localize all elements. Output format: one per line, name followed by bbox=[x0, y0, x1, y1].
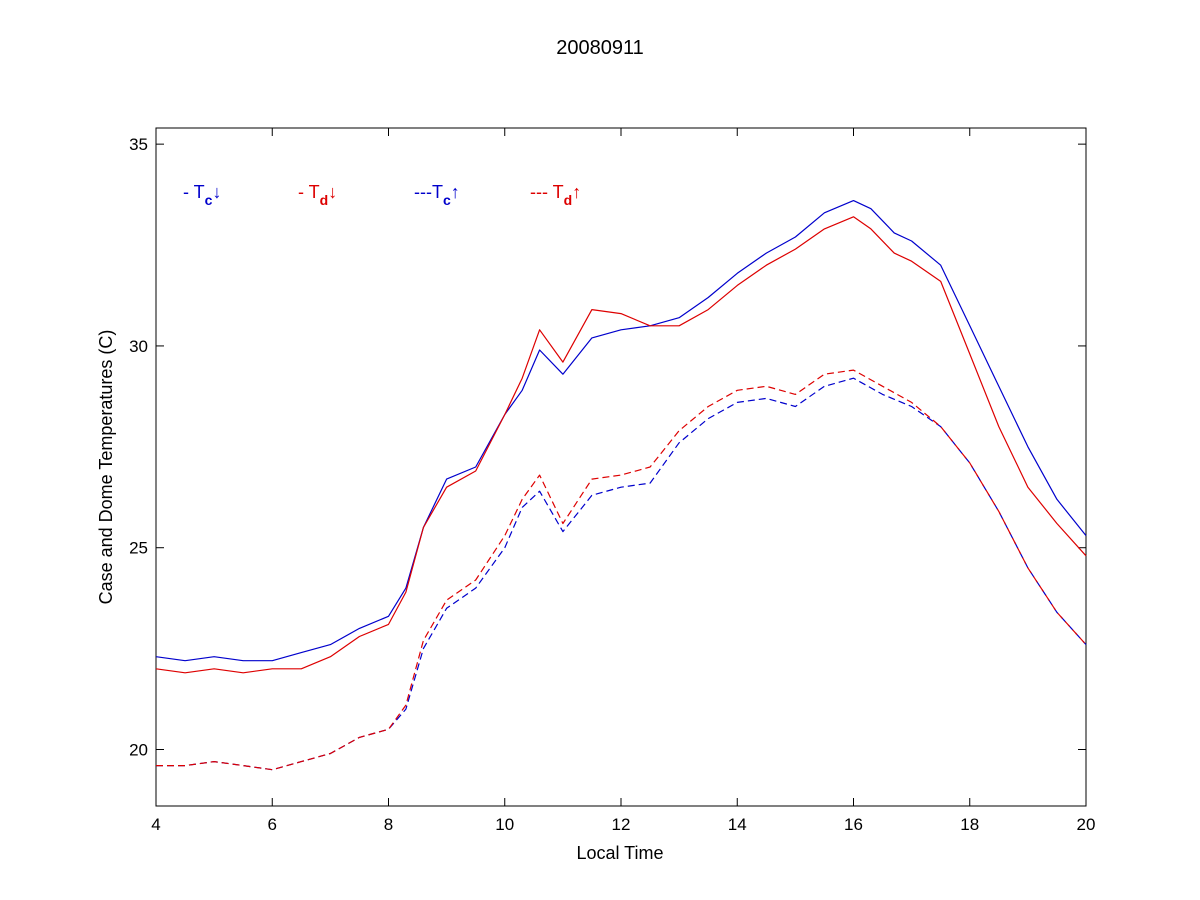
series-line-3 bbox=[156, 369, 1087, 771]
legend-symbol: T bbox=[553, 182, 564, 202]
legend: - Tc↓ - Td↓ ---Tc↑ --- Td↑ bbox=[183, 182, 581, 208]
legend-arrow: ↑ bbox=[572, 182, 581, 202]
legend-entry-3: --- Td↑ bbox=[530, 182, 581, 208]
legend-symbol: T bbox=[309, 182, 320, 202]
series-line-0 bbox=[155, 200, 1087, 662]
x-tick-label: 12 bbox=[612, 815, 631, 834]
legend-symbol: T bbox=[432, 182, 443, 202]
x-tick-label: 16 bbox=[844, 815, 863, 834]
legend-arrow: ↑ bbox=[451, 182, 460, 202]
y-tick-label: 30 bbox=[129, 337, 148, 356]
legend-entry-1: - Td↓ bbox=[298, 182, 337, 208]
x-axis: 4 6 8 10 12 14 16 18 20 bbox=[151, 128, 1095, 834]
chart-title: 20080911 bbox=[556, 37, 644, 59]
x-tick-label: 8 bbox=[384, 815, 393, 834]
legend-subscript: d bbox=[564, 192, 573, 208]
x-tick-label: 14 bbox=[728, 815, 747, 834]
series-line-1 bbox=[155, 216, 1087, 674]
plot-area bbox=[155, 127, 1087, 807]
x-tick-label: 6 bbox=[268, 815, 277, 834]
y-tick-label: 20 bbox=[129, 741, 148, 760]
y-tick-label: 25 bbox=[129, 539, 148, 558]
legend-arrow: ↓ bbox=[328, 182, 337, 202]
legend-prefix: --- bbox=[530, 182, 553, 202]
legend-prefix: - bbox=[298, 182, 309, 202]
legend-prefix: - bbox=[183, 182, 194, 202]
legend-subscript: d bbox=[320, 192, 329, 208]
legend-subscript: c bbox=[205, 192, 213, 208]
x-tick-label: 4 bbox=[151, 815, 160, 834]
x-tick-label: 18 bbox=[960, 815, 979, 834]
y-tick-label: 35 bbox=[129, 135, 148, 154]
x-axis-label: Local Time bbox=[576, 843, 663, 863]
legend-prefix: --- bbox=[414, 182, 432, 202]
y-axis-label: Case and Dome Temperatures (C) bbox=[96, 330, 116, 605]
y-axis: 20 25 30 35 bbox=[129, 135, 1086, 760]
legend-arrow: ↓ bbox=[212, 182, 221, 202]
legend-subscript: c bbox=[443, 192, 451, 208]
legend-entry-0: - Tc↓ bbox=[183, 182, 221, 208]
x-tick-label: 20 bbox=[1077, 815, 1096, 834]
legend-entry-2: ---Tc↑ bbox=[414, 182, 460, 208]
legend-symbol: T bbox=[194, 182, 205, 202]
x-tick-label: 10 bbox=[495, 815, 514, 834]
series-group bbox=[155, 200, 1087, 771]
